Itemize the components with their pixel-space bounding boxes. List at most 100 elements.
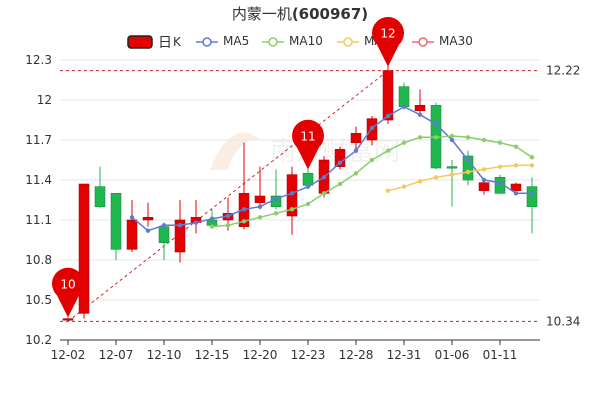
ma10-point	[529, 155, 535, 160]
reference-value-label: 10.34	[546, 314, 580, 328]
marker-label: 11	[300, 129, 315, 143]
line-legend-icon	[337, 37, 359, 47]
ma20-point	[417, 179, 423, 184]
ma5-line	[131, 105, 532, 232]
candle-body	[62, 318, 74, 321]
marker-pin	[372, 17, 404, 67]
ma10-point	[289, 207, 295, 212]
ma20-point	[481, 167, 487, 172]
ma20-point	[465, 169, 471, 175]
x-tick-label: 12-20	[243, 348, 278, 362]
ma5-point	[289, 191, 295, 196]
ma10-point	[401, 140, 407, 145]
ma5-point	[193, 220, 199, 225]
ma5-point	[337, 160, 343, 165]
ma5-point	[353, 148, 359, 153]
y-tick-label: 10.5	[25, 293, 52, 307]
ma10-point	[209, 224, 215, 229]
marker-pin	[292, 119, 324, 170]
candle-body	[254, 195, 266, 203]
candle-body	[158, 226, 170, 243]
ma10-point	[369, 157, 375, 163]
ma5-point	[145, 228, 151, 233]
candle-body	[110, 193, 122, 250]
ma10-point	[225, 223, 231, 228]
ma5-point	[433, 121, 439, 127]
x-axis: 12-02 12-07 12-10 12-15 12-20 12-23 12-28 12-31…	[51, 339, 540, 362]
ma10-point	[385, 148, 391, 153]
candle-body	[462, 155, 474, 181]
price-markers: 10 11 12	[52, 17, 404, 318]
legend-item-ma30[interactable]: MA30	[412, 32, 473, 52]
ma20-point	[385, 188, 391, 193]
candle-body	[126, 219, 138, 250]
y-axis-ticks: 12.3 12 11.7 11.4 11.1 10.8 10.5 10.2	[25, 53, 52, 347]
ma10-point	[257, 215, 263, 220]
candle-body	[398, 86, 410, 107]
ma20-point	[433, 175, 439, 180]
legend-item-ma5[interactable]: MA5	[196, 32, 249, 52]
moving-average-lines	[129, 104, 535, 233]
trend-line	[67, 70, 389, 322]
mid-marker: 11	[292, 119, 324, 170]
ma10-point	[417, 135, 423, 140]
x-tick-label: 12-31	[387, 348, 422, 362]
y-tick-label: 12	[37, 93, 52, 107]
ma5-point	[449, 137, 455, 143]
chart-title: 内蒙一机(600967)	[0, 3, 600, 24]
ma5-point	[321, 175, 327, 180]
y-tick-label: 11.1	[25, 213, 52, 227]
ma10-point	[481, 137, 487, 143]
ma10-point	[449, 133, 455, 139]
candle-legend-icon	[127, 35, 153, 49]
x-tick-label: 12-23	[291, 348, 326, 362]
ma5-point	[209, 216, 215, 221]
ma20-point	[497, 164, 503, 169]
ma20-point	[513, 163, 519, 168]
reference-value-label: 12.22	[546, 64, 580, 78]
x-tick-label: 01-11	[483, 348, 518, 362]
candle-body	[510, 183, 522, 191]
grid	[60, 59, 540, 341]
x-tick-label: 12-02	[51, 348, 86, 362]
ma5-point	[225, 213, 231, 219]
y-tick-label: 10.8	[25, 253, 52, 267]
legend-item-ma10[interactable]: MA10	[262, 32, 323, 52]
candle-body	[334, 149, 346, 167]
ma5-point	[401, 104, 407, 109]
ma10-point	[433, 135, 439, 140]
low-marker: 10	[52, 267, 84, 318]
ma10-point	[513, 144, 519, 149]
marker-pin	[52, 267, 84, 318]
candle-body	[78, 183, 90, 314]
candles	[62, 64, 538, 322]
line-legend-icon	[262, 37, 284, 47]
ma5-point	[513, 191, 519, 196]
legend-label-rk: 日	[158, 35, 172, 51]
ma20-point	[529, 163, 535, 168]
high-marker: 12	[372, 17, 404, 67]
ma5-point	[273, 196, 279, 201]
candle-body	[350, 133, 362, 143]
candle-body	[174, 219, 186, 253]
ma10-point	[305, 201, 311, 207]
ma20-point	[449, 172, 455, 177]
y-tick-label: 11.4	[25, 173, 52, 187]
candle-body	[414, 105, 426, 111]
marker-label: 12	[380, 27, 395, 41]
ma5-point	[465, 157, 471, 163]
ma10-point	[337, 181, 343, 187]
legend-item-rk[interactable]: 日 K	[126, 32, 181, 52]
marker-label: 10	[60, 277, 75, 291]
ma5-point	[369, 125, 375, 131]
candle-body	[478, 182, 490, 191]
legend-suffix-rk: K	[173, 35, 181, 49]
x-tick-label: 01-06	[435, 348, 470, 362]
y-tick-label: 10.2	[25, 333, 52, 347]
ma5-point	[177, 223, 183, 228]
ma5-point	[529, 191, 535, 196]
line-legend-icon	[412, 37, 434, 47]
legend-label-ma30: MA30	[439, 34, 473, 48]
stock-code: (600967)	[291, 5, 369, 23]
ma5-point	[257, 204, 263, 209]
